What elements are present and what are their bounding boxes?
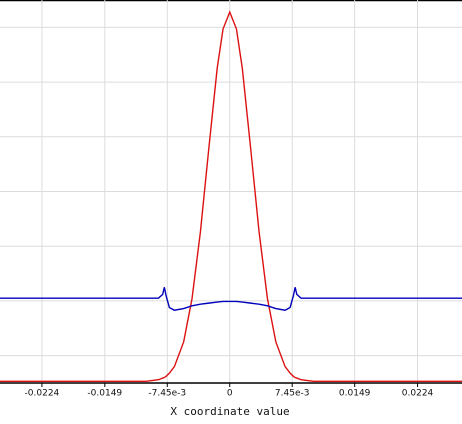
x-tick-label: -0.0224 <box>25 389 60 399</box>
x-tick-label: 7.45e-3 <box>275 389 310 399</box>
x-tick-label: 0.0149 <box>339 389 371 399</box>
data-line <box>0 287 462 311</box>
x-tick-label: -0.0149 <box>87 389 122 399</box>
x-tick-label: -7.45e-3 <box>148 389 186 399</box>
x-tick-label: 0 <box>227 389 233 399</box>
data-line <box>0 10 462 383</box>
x-tick-label: 0.0224 <box>402 389 434 399</box>
x-axis-label: X coordinate value <box>170 405 289 418</box>
